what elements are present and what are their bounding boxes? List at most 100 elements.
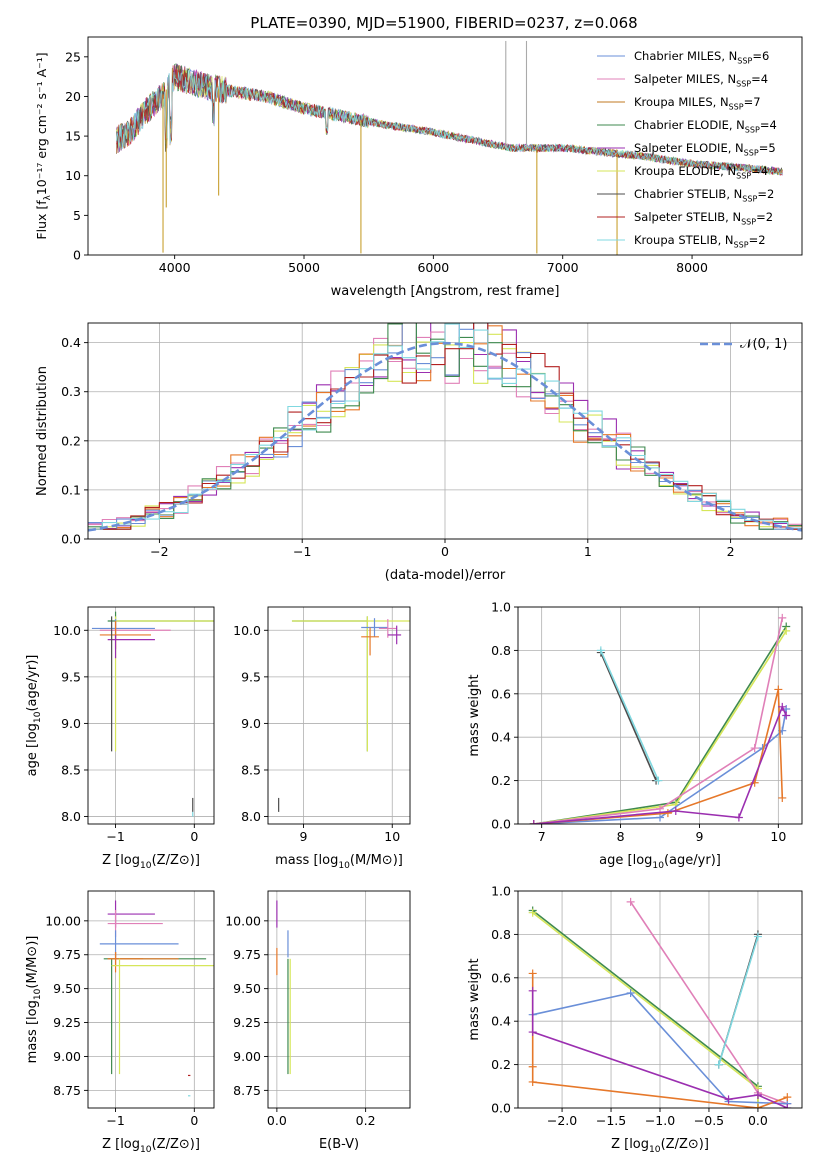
mass-weight-vs-age-ytick-label: 0.8 — [491, 643, 511, 658]
mass-vs-Z-xtick-label: −1 — [106, 1113, 124, 1128]
data-point-marker — [753, 1104, 762, 1108]
mass-weight-vs-age-xtick-label: 10 — [770, 829, 786, 844]
mass-weight-vs-Z-xtick-label: −1.0 — [645, 1113, 675, 1128]
mass-weight-vs-Z-plot-area — [528, 897, 792, 1108]
y-axis-label: mass weight — [467, 674, 482, 756]
data-point-marker — [774, 685, 783, 694]
mass-weight-vs-age-xtick-label: 8 — [617, 829, 625, 844]
data-point-marker — [626, 897, 635, 906]
mass-weight-vs-age-xtick-label: 7 — [538, 829, 546, 844]
data-point-marker — [654, 776, 663, 785]
mass-weight-line — [718, 936, 759, 1065]
mass-weight-line — [532, 992, 788, 1105]
legend-label: Chabrier MILES, NSSP=6 — [634, 49, 769, 65]
spectrum-xtick-label: 4000 — [159, 260, 191, 275]
mass-weight-vs-Z-ytick-label: 0.4 — [491, 1014, 511, 1029]
data-point-marker — [782, 626, 791, 635]
data-point-marker — [596, 646, 605, 655]
spectrum-ytick-label: 15 — [65, 129, 81, 144]
mass-weight-vs-Z-ytick-label: 0.8 — [491, 927, 511, 942]
chart-mass-vs-ebv: 0.0 0.2 8.75 9.00 9.25 9.50 9.75 10.00 E(B-V) — [225, 890, 411, 1152]
spectrum-xtick-label: 7000 — [547, 260, 579, 275]
mass-weight-line — [600, 650, 660, 781]
y-axis-label: age [log10(age/yr)] — [25, 655, 43, 777]
mass-vs-Z-xtick-label: 0 — [190, 1113, 198, 1128]
age-vs-mass-ytick-label: 9.5 — [241, 669, 261, 684]
legend-label: Kroupa ELODIE, NSSP=4 — [634, 164, 768, 180]
mass-vs-Z-ytick-label: 8.75 — [53, 1083, 81, 1098]
data-point-marker — [528, 969, 537, 978]
spectrum-frame — [87, 36, 803, 256]
mass-vs-ebv-ytick-label: 10.00 — [225, 913, 261, 928]
data-point-marker — [528, 1062, 537, 1071]
data-point-marker — [656, 813, 664, 822]
chart-age-vs-mass: 9 10 8.0 8.5 9.0 9.5 10.0 mass [log10(M/M⊙)] — [233, 606, 411, 871]
x-axis-label: Z [log10(Z/Z⊙)] — [611, 1137, 709, 1155]
mass-weight-vs-Z-ytick-label: 1.0 — [491, 884, 511, 899]
chart-residuals: 𝒩(0, 1) Normed distribution −2 −1 0 1 2 0.0 0.1 0… — [35, 322, 803, 583]
mass-vs-Z-ytick-label: 10.00 — [45, 913, 81, 928]
data-point-marker — [778, 702, 787, 711]
mass-weight-vs-age-ytick-label: 1.0 — [491, 600, 511, 615]
mass-weight-vs-age-ytick-label: 0.2 — [491, 773, 511, 788]
data-point-marker — [714, 1060, 723, 1069]
mass-weight-vs-age-ytick-label: 0.4 — [491, 730, 511, 745]
spectrum-ytick-label: 25 — [65, 49, 81, 64]
data-point-marker — [528, 908, 537, 917]
legend-label: Chabrier ELODIE, NSSP=4 — [634, 118, 777, 134]
x-axis-label: wavelength [Angstrom, rest frame] — [331, 284, 560, 299]
data-point-marker — [783, 1104, 792, 1108]
age-vs-Z-xtick-label: −1 — [106, 829, 124, 844]
age-vs-mass-frame — [267, 606, 411, 825]
mass-vs-ebv-plot-area — [276, 900, 291, 1075]
mass-weight-vs-Z-xtick-label: −1.5 — [596, 1113, 626, 1128]
age-vs-mass-plot-area — [278, 616, 410, 812]
mass-vs-ebv-frame — [267, 890, 411, 1109]
legend-label: Kroupa STELIB, NSSP=2 — [634, 233, 766, 249]
data-point-marker — [656, 804, 664, 813]
mass-vs-Z-frame — [87, 890, 215, 1109]
mass-weight-line — [600, 652, 657, 781]
residuals-xtick-label: 2 — [727, 544, 735, 559]
x-axis-label: mass [log10(M/M⊙)] — [275, 853, 403, 871]
mass-vs-Z-ytick-label: 9.50 — [53, 981, 81, 996]
data-point-marker — [753, 1090, 762, 1099]
legend-label: Salpeter STELIB, NSSP=2 — [634, 210, 773, 226]
legend-label: Salpeter MILES, NSSP=4 — [634, 72, 768, 88]
residuals-xtick-label: −2 — [150, 544, 168, 559]
mass-weight-vs-Z-xtick-label: −0.5 — [694, 1113, 724, 1128]
age-vs-mass-ytick-label: 9.0 — [241, 716, 261, 731]
data-point-marker — [783, 1093, 792, 1102]
age-vs-Z-ytick-label: 8.5 — [61, 762, 81, 777]
mass-vs-ebv-ytick-label: 9.00 — [233, 1049, 261, 1064]
mass-vs-ebv-ytick-label: 8.75 — [233, 1083, 261, 1098]
residuals-xtick-label: −1 — [293, 544, 311, 559]
residuals-ytick-label: 0.0 — [61, 532, 81, 547]
mass-vs-Z-ytick-label: 9.75 — [53, 947, 81, 962]
histogram-step — [88, 323, 802, 530]
residuals-xtick-label: 0 — [441, 544, 449, 559]
mass-vs-ebv-xtick-label: 0.2 — [356, 1113, 376, 1128]
mass-weight-line — [533, 617, 784, 824]
data-point-marker — [778, 613, 787, 622]
mass-weight-vs-Z-xtick-label: 0.0 — [748, 1113, 768, 1128]
mass-weight-vs-age-xtick-label: 9 — [695, 829, 703, 844]
x-axis-label: E(B-V) — [319, 1137, 359, 1152]
mass-vs-ebv-ytick-label: 9.75 — [233, 947, 261, 962]
residuals-xtick-label: 1 — [584, 544, 592, 559]
spectrum-xtick-label: 5000 — [288, 260, 320, 275]
mass-vs-ebv-xtick-label: 0.0 — [267, 1113, 287, 1128]
data-point-marker — [778, 793, 787, 802]
residuals-plot-area — [88, 323, 802, 532]
mass-vs-ebv-ytick-label: 9.25 — [233, 1015, 261, 1030]
data-point-marker — [528, 1028, 537, 1037]
y-axis-label: mass [log10(M/M⊙)] — [25, 936, 43, 1064]
age-vs-Z-ytick-label: 9.5 — [61, 669, 81, 684]
data-point-marker — [782, 711, 791, 720]
spectrum-plot-area — [116, 40, 783, 255]
legend-label: Kroupa MILES, NSSP=7 — [634, 95, 761, 111]
age-vs-mass-ytick-label: 10.0 — [233, 623, 261, 638]
legend-label: Salpeter ELODIE, NSSP=5 — [634, 141, 776, 157]
age-vs-Z-xtick-label: 0 — [190, 829, 198, 844]
chart-mass-weight-vs-age: 7 8 9 10 0.0 0.2 0.4 0.6 0.8 1.0 age [log10(age/yr… — [467, 600, 803, 871]
